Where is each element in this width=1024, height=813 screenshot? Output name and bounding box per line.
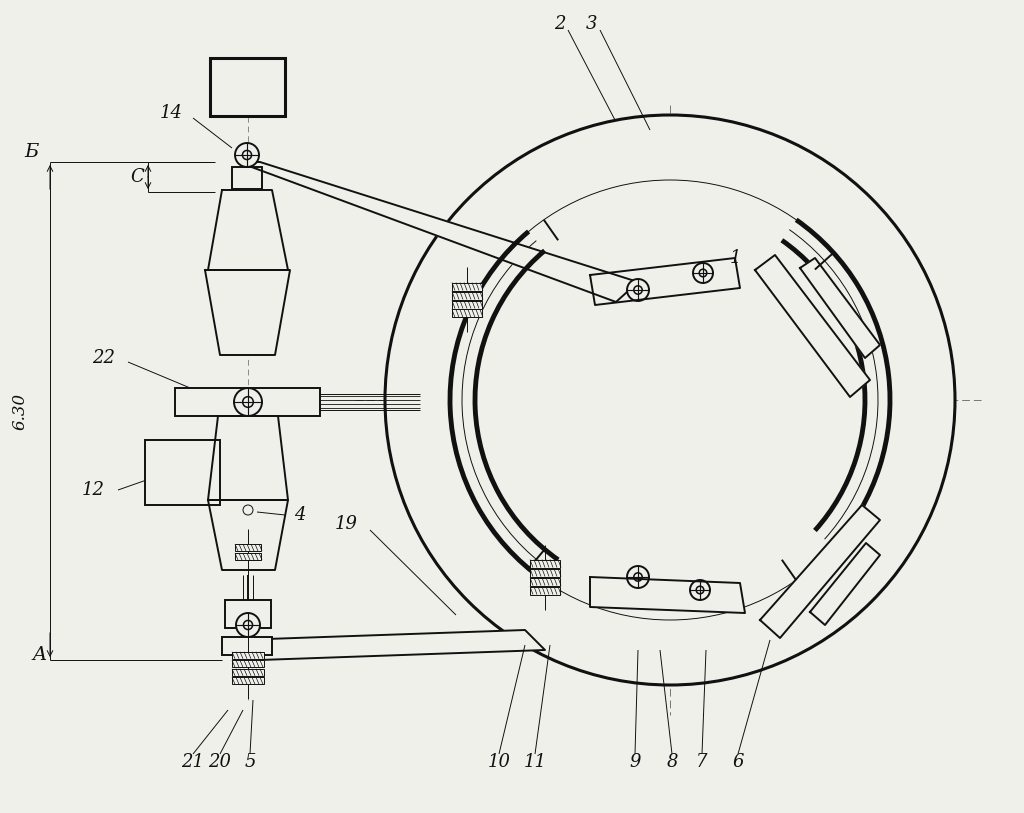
Polygon shape — [590, 258, 740, 305]
Circle shape — [450, 180, 890, 620]
Circle shape — [634, 573, 642, 581]
Bar — [234, 553, 261, 560]
Circle shape — [475, 205, 865, 595]
Bar — [530, 586, 560, 594]
Text: 3: 3 — [587, 15, 598, 33]
Circle shape — [693, 263, 713, 283]
Circle shape — [699, 269, 707, 276]
Text: 14: 14 — [160, 104, 183, 122]
Circle shape — [234, 388, 262, 416]
Bar — [234, 544, 261, 551]
Text: 12: 12 — [82, 481, 105, 499]
Circle shape — [462, 192, 878, 608]
Polygon shape — [238, 630, 545, 660]
Text: 9: 9 — [630, 753, 641, 771]
Circle shape — [243, 150, 252, 159]
Bar — [145, 440, 220, 505]
Bar — [232, 669, 264, 676]
Bar — [175, 388, 319, 416]
Bar — [530, 568, 560, 576]
Circle shape — [243, 505, 253, 515]
Polygon shape — [755, 255, 870, 397]
Bar — [452, 282, 482, 290]
Text: Б: Б — [25, 143, 39, 161]
Circle shape — [627, 566, 649, 588]
Bar — [222, 637, 272, 655]
Bar — [530, 559, 560, 567]
Bar — [225, 600, 271, 628]
Polygon shape — [810, 543, 880, 625]
Polygon shape — [590, 577, 745, 613]
Text: 6: 6 — [732, 753, 743, 771]
Text: 8: 8 — [667, 753, 678, 771]
Text: 22: 22 — [92, 349, 115, 367]
Polygon shape — [205, 270, 290, 355]
Bar — [232, 652, 264, 659]
Text: 4: 4 — [294, 506, 305, 524]
Circle shape — [244, 620, 253, 629]
Circle shape — [243, 397, 253, 407]
Text: 10: 10 — [487, 753, 511, 771]
Circle shape — [634, 286, 642, 294]
Text: A: A — [33, 646, 47, 664]
Bar — [452, 301, 482, 308]
Text: 5: 5 — [245, 753, 256, 771]
Polygon shape — [760, 505, 880, 638]
Circle shape — [495, 225, 845, 575]
Text: 6.30: 6.30 — [11, 393, 29, 429]
Polygon shape — [208, 500, 288, 570]
Circle shape — [627, 279, 649, 301]
Text: 21: 21 — [181, 753, 205, 771]
Polygon shape — [800, 258, 880, 358]
Circle shape — [236, 613, 260, 637]
Text: 19: 19 — [335, 515, 358, 533]
Circle shape — [385, 115, 955, 685]
Circle shape — [690, 580, 710, 600]
Bar — [452, 292, 482, 299]
Text: 11: 11 — [523, 753, 547, 771]
Text: 1: 1 — [730, 249, 741, 267]
Circle shape — [234, 143, 259, 167]
Polygon shape — [208, 190, 288, 270]
Bar — [530, 577, 560, 585]
Bar — [232, 167, 262, 189]
Bar — [232, 660, 264, 667]
Polygon shape — [208, 416, 288, 500]
Bar — [210, 58, 285, 116]
Text: 7: 7 — [696, 753, 708, 771]
Bar — [452, 310, 482, 318]
Text: C: C — [130, 168, 144, 186]
Text: 20: 20 — [209, 753, 231, 771]
Polygon shape — [238, 162, 638, 302]
Bar — [232, 677, 264, 685]
Circle shape — [696, 586, 703, 593]
Text: 2: 2 — [554, 15, 565, 33]
